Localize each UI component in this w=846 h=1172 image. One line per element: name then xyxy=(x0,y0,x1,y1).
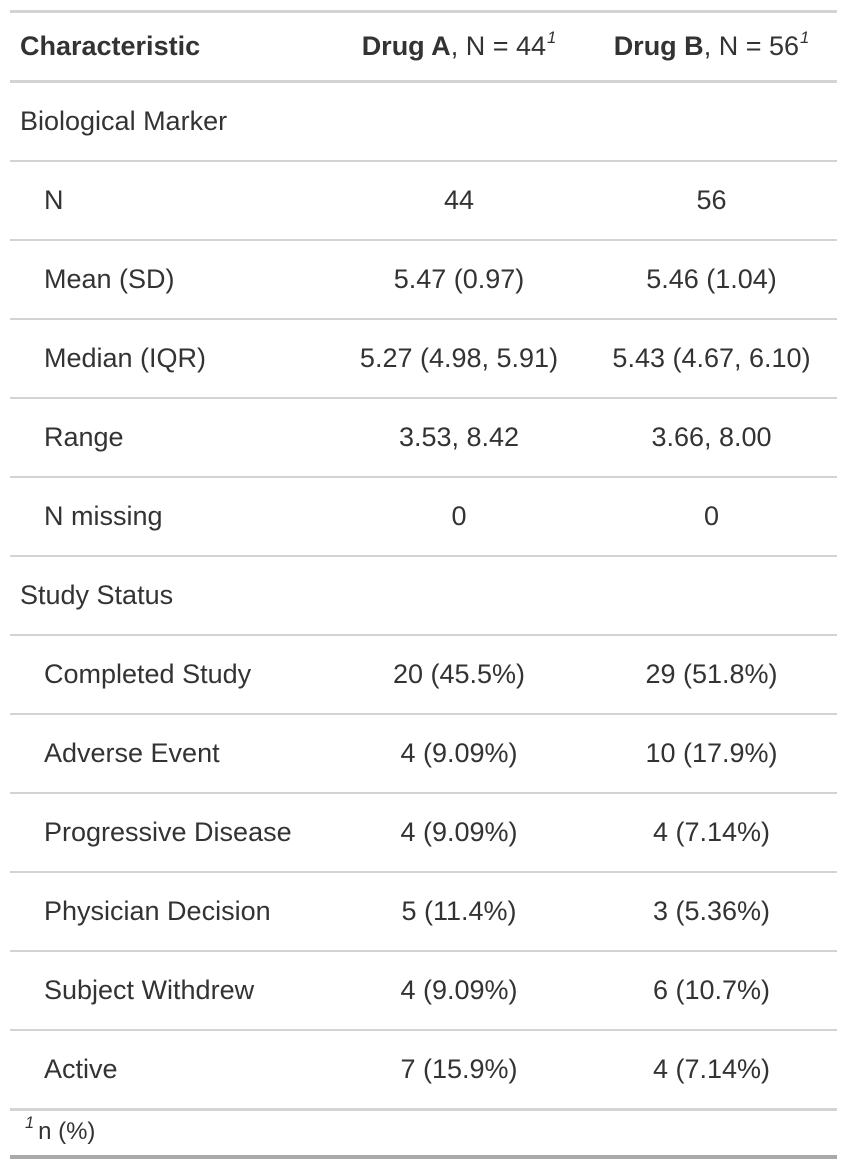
footnote-text: n (%) xyxy=(38,1118,96,1145)
cell-drug-a: 5 (11.4%) xyxy=(332,872,586,952)
column-header-drug-b: Drug B, N = 561 xyxy=(586,10,837,83)
table-row-completed-study: Completed Study 20 (45.5%) 29 (51.8%) xyxy=(10,635,837,715)
cell-drug-a: 3.53, 8.42 xyxy=(332,398,586,478)
table-row-group-study-status: Study Status xyxy=(10,556,837,636)
cell-drug-a: 0 xyxy=(332,477,586,557)
cell-drug-a: 44 xyxy=(332,161,586,241)
cell-drug-a xyxy=(332,81,586,162)
column-header-characteristic: Characteristic xyxy=(10,10,332,83)
footnote-mark: 1 xyxy=(547,28,557,48)
table-row-mean-sd: Mean (SD) 5.47 (0.97) 5.46 (1.04) xyxy=(10,240,837,320)
cell-drug-b: 6 (10.7%) xyxy=(586,951,837,1031)
cell-drug-a: 20 (45.5%) xyxy=(332,635,586,715)
table-row-n-missing: N missing 0 0 xyxy=(10,477,837,557)
summary-table: Characteristic Drug A, N = 441 Drug B, N… xyxy=(10,10,837,1159)
cell-drug-b: 0 xyxy=(586,477,837,557)
drug-a-name: Drug A xyxy=(361,31,451,61)
row-label: Mean (SD) xyxy=(10,240,332,320)
table-row-active: Active 7 (15.9%) 4 (7.14%) xyxy=(10,1030,837,1111)
cell-drug-b: 29 (51.8%) xyxy=(586,635,837,715)
cell-drug-b: 4 (7.14%) xyxy=(586,1030,837,1111)
row-label: N xyxy=(10,161,332,241)
row-label: Adverse Event xyxy=(10,714,332,794)
row-label: Median (IQR) xyxy=(10,319,332,399)
table-row-adverse-event: Adverse Event 4 (9.09%) 10 (17.9%) xyxy=(10,714,837,794)
table-row-median-iqr: Median (IQR) 5.27 (4.98, 5.91) 5.43 (4.6… xyxy=(10,319,837,399)
row-label: Range xyxy=(10,398,332,478)
cell-drug-a: 5.27 (4.98, 5.91) xyxy=(332,319,586,399)
row-label: Physician Decision xyxy=(10,872,332,952)
cell-drug-b: 10 (17.9%) xyxy=(586,714,837,794)
table-row-progressive-disease: Progressive Disease 4 (9.09%) 4 (7.14%) xyxy=(10,793,837,873)
row-label: Study Status xyxy=(10,556,332,636)
drug-b-n: , N = 56 xyxy=(703,31,799,61)
cell-drug-b xyxy=(586,556,837,636)
header-row: Characteristic Drug A, N = 441 Drug B, N… xyxy=(10,10,837,83)
table-row-range: Range 3.53, 8.42 3.66, 8.00 xyxy=(10,398,837,478)
footnote-mark: 1 xyxy=(800,28,810,48)
table-row-physician-decision: Physician Decision 5 (11.4%) 3 (5.36%) xyxy=(10,872,837,952)
row-label: Completed Study xyxy=(10,635,332,715)
row-label: Subject Withdrew xyxy=(10,951,332,1031)
cell-drug-b: 5.46 (1.04) xyxy=(586,240,837,320)
table-row-n: N 44 56 xyxy=(10,161,837,241)
row-label: Biological Marker xyxy=(10,81,332,162)
row-label: N missing xyxy=(10,477,332,557)
row-label: Progressive Disease xyxy=(10,793,332,873)
table-header: Characteristic Drug A, N = 441 Drug B, N… xyxy=(10,10,837,83)
drug-b-name: Drug B xyxy=(613,31,704,61)
cell-drug-b: 56 xyxy=(586,161,837,241)
table-row-group-biological-marker: Biological Marker xyxy=(10,81,837,162)
footnote-mark: 1 xyxy=(25,1114,35,1133)
row-label: Active xyxy=(10,1030,332,1111)
cell-drug-b: 5.43 (4.67, 6.10) xyxy=(586,319,837,399)
cell-drug-a: 4 (9.09%) xyxy=(332,793,586,873)
cell-drug-a: 4 (9.09%) xyxy=(332,951,586,1031)
table-row-subject-withdrew: Subject Withdrew 4 (9.09%) 6 (10.7%) xyxy=(10,951,837,1031)
cell-drug-b: 3 (5.36%) xyxy=(586,872,837,952)
cell-drug-a: 5.47 (0.97) xyxy=(332,240,586,320)
cell-drug-a: 7 (15.9%) xyxy=(332,1030,586,1111)
cell-drug-a: 4 (9.09%) xyxy=(332,714,586,794)
column-header-drug-a: Drug A, N = 441 xyxy=(332,10,586,83)
cell-drug-a xyxy=(332,556,586,636)
cell-drug-b: 4 (7.14%) xyxy=(586,793,837,873)
table-body: Biological Marker N 44 56 Mean (SD) 5.47… xyxy=(10,81,837,1111)
drug-a-n: , N = 44 xyxy=(450,31,546,61)
cell-drug-b xyxy=(586,81,837,162)
cell-drug-b: 3.66, 8.00 xyxy=(586,398,837,478)
